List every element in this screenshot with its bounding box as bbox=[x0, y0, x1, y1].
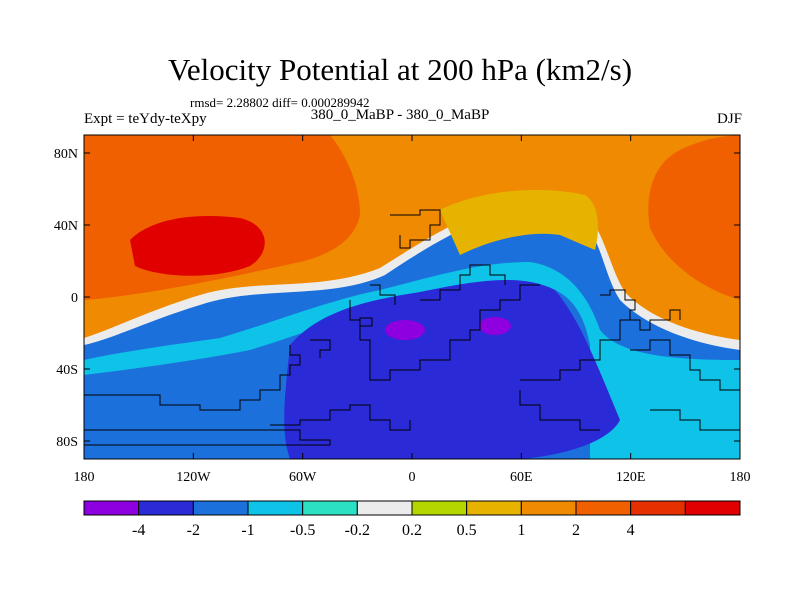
colorbar-swatch bbox=[520, 500, 577, 516]
region-positive-0-5-1 bbox=[440, 190, 598, 255]
lat-tick-label: 0 bbox=[71, 291, 78, 306]
coastline-island-1 bbox=[310, 339, 331, 358]
lat-tick-label: 80S bbox=[56, 435, 78, 450]
region-negative-min-2 bbox=[479, 317, 511, 335]
colorbar-label: 4 bbox=[627, 522, 635, 539]
colorbar-label: 2 bbox=[572, 522, 580, 539]
lat-tick-label: 40S bbox=[56, 363, 78, 378]
colorbar-swatch bbox=[466, 500, 522, 516]
colorbar-label: -1 bbox=[241, 522, 254, 539]
coastline-island-2 bbox=[359, 317, 373, 327]
lon-tick-label: 60W bbox=[289, 470, 317, 485]
colorbar: -4 -2 -1 -0.5 -0.2 0.2 0.5 1 2 4 bbox=[83, 500, 741, 539]
colorbar-swatch bbox=[138, 500, 194, 516]
coastline-southwest bbox=[84, 345, 301, 411]
lat-tick-label: 40N bbox=[54, 219, 78, 234]
rmsd-diff-stats: rmsd= 2.28802 diff= 0.000289942 bbox=[190, 95, 370, 110]
coastline-southern-africa bbox=[519, 390, 600, 431]
coastline-iberia bbox=[370, 284, 396, 305]
contour-fill bbox=[84, 135, 740, 459]
season-label: DJF bbox=[716, 111, 742, 127]
colorbar-label: -0.5 bbox=[290, 522, 315, 539]
colorbar-label: 1 bbox=[517, 522, 525, 539]
colorbar-swatch bbox=[192, 500, 249, 516]
colorbar-swatch bbox=[684, 500, 741, 516]
coastline-africa-west bbox=[349, 284, 540, 381]
region-negative-2-4 bbox=[284, 280, 620, 459]
colorbar-label: 0.5 bbox=[457, 522, 477, 539]
colorbar-swatch bbox=[83, 500, 140, 516]
colorbar-swatch bbox=[247, 500, 304, 516]
coastlines bbox=[84, 209, 740, 446]
region-positive-2-4-east bbox=[648, 135, 740, 300]
latitude-ticks: 80N 40N 0 40S 80S bbox=[54, 147, 740, 450]
lon-tick-label: 60E bbox=[510, 470, 533, 485]
colorbar-label: -4 bbox=[132, 522, 145, 539]
colorbar-swatch bbox=[411, 500, 468, 516]
coastline-antarctic-east bbox=[650, 409, 740, 431]
experiment-label: Expt = teYdy-teXpy bbox=[84, 111, 207, 127]
colorbar-swatch bbox=[575, 500, 632, 516]
lon-tick-label: 0 bbox=[409, 470, 416, 485]
coastline-europe bbox=[390, 209, 441, 249]
colorbar-label: 0.2 bbox=[402, 522, 422, 539]
coastline-australia bbox=[630, 339, 740, 391]
lon-tick-label: 120E bbox=[616, 470, 646, 485]
coastline-east-africa bbox=[520, 319, 640, 381]
colorbar-label: -0.2 bbox=[345, 522, 370, 539]
coastline-africa-north bbox=[420, 264, 506, 301]
case-label: 380_0_MaBP - 380_0_MaBP bbox=[310, 107, 490, 123]
lon-tick-label: 120W bbox=[176, 470, 211, 485]
longitude-ticks: 180 120W 60W 0 60E 120E 180 bbox=[74, 135, 751, 485]
coastline-antarctic-west bbox=[84, 429, 331, 446]
lat-tick-label: 80N bbox=[54, 147, 78, 162]
colorbar-swatch bbox=[356, 500, 413, 516]
coastline-maritime-continent bbox=[600, 289, 681, 331]
colorbar-label: -2 bbox=[187, 522, 200, 539]
lon-tick-label: 180 bbox=[74, 470, 95, 485]
coastline-antarctic-mid bbox=[270, 404, 411, 431]
colorbar-swatch bbox=[630, 500, 686, 516]
lon-tick-label: 180 bbox=[730, 470, 751, 485]
colorbar-swatch bbox=[302, 500, 358, 516]
plot-title: Velocity Potential at 200 hPa (km2/s) bbox=[167, 52, 633, 87]
region-positive-max bbox=[130, 216, 265, 276]
region-negative-min-1 bbox=[385, 320, 425, 340]
